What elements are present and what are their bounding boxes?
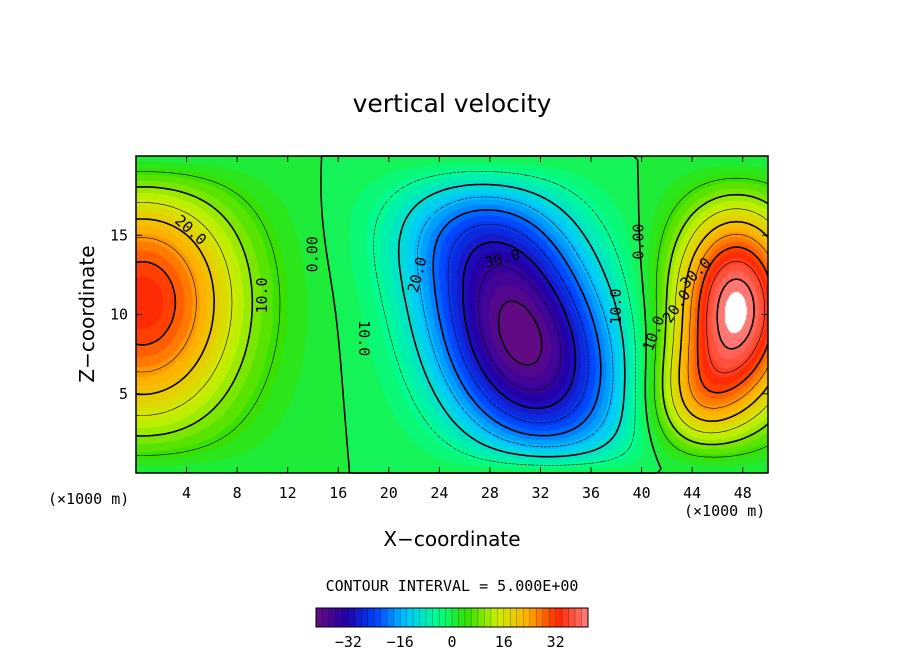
x-tick-label: 36 [582, 484, 600, 502]
x-tick-label: 4 [182, 484, 191, 502]
y-tick-label: 15 [110, 226, 128, 244]
x-axis-ticks: 4 8 12 16 20 24 28 32 36 40 44 48 [182, 156, 752, 502]
contour-line [135, 246, 769, 394]
colorbar-tick-label: 0 [447, 633, 456, 651]
contour-line [706, 260, 765, 374]
x-tick-label: 28 [481, 484, 499, 502]
y-axis-ticks: 5 10 15 [110, 226, 768, 403]
contour-label: 10.0 [253, 277, 271, 313]
x-unit-label: (×1000 m) [684, 502, 765, 520]
colorbar-tick-label: 16 [495, 633, 513, 651]
contour-lines [135, 155, 769, 474]
contour-line [135, 233, 769, 409]
y-tick-label: 10 [110, 306, 128, 324]
y-tick-label: 5 [119, 385, 128, 403]
contour-line [135, 171, 769, 458]
contour-line [432, 209, 602, 437]
contour-label: 0.00 [303, 236, 321, 272]
colorbar-ticks: −32 −16 0 16 32 [335, 633, 565, 651]
contour-line [462, 241, 577, 410]
x-tick-label: 24 [430, 484, 448, 502]
contour-label: 10.0 [607, 289, 625, 325]
contour-label: 0.00 [630, 224, 648, 260]
contour-line [373, 171, 636, 466]
contour-line [135, 218, 769, 422]
x-tick-label: 48 [734, 484, 752, 502]
colorbar-tick-label: −32 [335, 633, 362, 651]
contour-label: 10.0 [355, 320, 373, 356]
x-tick-label: 40 [633, 484, 651, 502]
x-tick-label: 32 [531, 484, 549, 502]
contour-line [478, 266, 562, 391]
x-tick-label: 16 [329, 484, 347, 502]
chart-title: vertical velocity [353, 89, 552, 118]
contour-line [417, 196, 614, 448]
x-tick-label: 44 [683, 484, 701, 502]
colorbar-divisions [322, 608, 582, 627]
x-tick-label: 20 [380, 484, 398, 502]
y-unit-label: (×1000 m) [48, 490, 129, 508]
contour-line [135, 186, 769, 446]
contour-line [447, 224, 589, 424]
x-tick-label: 12 [279, 484, 297, 502]
colorbar-tick-label: −16 [387, 633, 414, 651]
x-tick-label: 8 [233, 484, 242, 502]
contour-line [397, 183, 626, 458]
contour-line [135, 202, 769, 434]
x-axis-label: X−coordinate [383, 527, 520, 551]
contour-line [497, 300, 543, 366]
contour-line [716, 278, 755, 350]
colorbar-frame [315, 607, 589, 628]
colorbar-tick-label: 32 [547, 633, 565, 651]
y-axis-label: Z−coordinate [75, 245, 99, 382]
contour-interval-text: CONTOUR INTERVAL = 5.000E+00 [326, 577, 579, 595]
